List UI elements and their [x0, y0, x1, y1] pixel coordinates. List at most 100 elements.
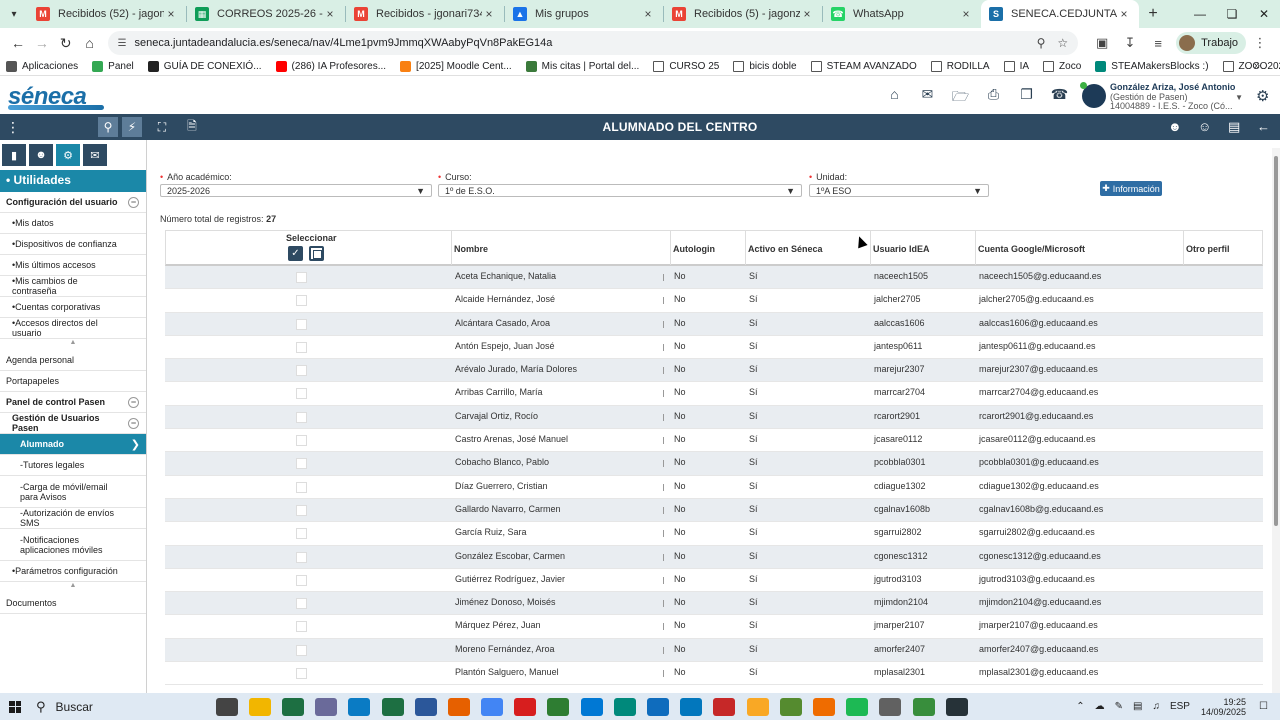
- app-gray-icon[interactable]: [879, 697, 902, 716]
- table-row[interactable]: Alcaide Hernández, José No Sí jalcher2705 ja…: [165, 289, 1263, 313]
- person-icon[interactable]: ☻: [29, 144, 53, 166]
- search-icon[interactable]: ⚲: [98, 117, 118, 137]
- table-row[interactable]: Gallardo Navarro, Carmen No Sí cgalnav1608b…: [165, 498, 1263, 523]
- course-select[interactable]: 1º de E.S.O. ▼: [438, 184, 802, 197]
- menu-dots-icon[interactable]: ⋮: [6, 119, 20, 135]
- word-icon[interactable]: [414, 697, 437, 716]
- app-green2-icon[interactable]: [912, 697, 935, 716]
- chrome-icon[interactable]: [481, 697, 504, 716]
- row-checkbox[interactable]: [296, 435, 307, 447]
- col-active[interactable]: Activo en Séneca: [748, 244, 823, 254]
- clock[interactable]: 19:25 14/09/2025: [1201, 697, 1246, 717]
- sidebar-item[interactable]: •Mis datos: [0, 213, 146, 234]
- home-shortcut-icon[interactable]: ⌂: [890, 86, 899, 102]
- close-tab-icon[interactable]: ×: [485, 7, 493, 21]
- app-red-icon[interactable]: [713, 697, 736, 716]
- app-cyan-icon[interactable]: [680, 697, 703, 716]
- select-all-checkbox[interactable]: [288, 246, 303, 261]
- close-tab-icon[interactable]: ×: [167, 7, 175, 21]
- collapse-icon[interactable]: −: [128, 196, 139, 208]
- copy-icon[interactable]: ❐: [1020, 86, 1033, 102]
- sidebar-item[interactable]: -Tutores legales: [0, 455, 146, 476]
- close-tab-icon[interactable]: ×: [803, 7, 811, 21]
- spotify-icon[interactable]: [846, 697, 869, 716]
- unit-select[interactable]: 1ºA ESO ▼: [809, 184, 989, 197]
- row-checkbox[interactable]: [296, 272, 307, 283]
- notes-icon[interactable]: [746, 697, 769, 716]
- bookmark-item[interactable]: [2025] Moodle Cent...: [400, 61, 512, 72]
- bookmark-item[interactable]: (286) IA Profesores...: [275, 61, 386, 72]
- task-view-icon[interactable]: [215, 697, 238, 716]
- bookmark-star-icon[interactable]: ☆: [1057, 36, 1069, 50]
- sidebar-item[interactable]: Agenda personal: [0, 349, 146, 371]
- chevron-up-icon[interactable]: ⌃: [1076, 701, 1085, 712]
- sidebar-item[interactable]: Alumnado ❯: [0, 434, 146, 455]
- app-blue-icon[interactable]: [580, 697, 603, 716]
- table-row[interactable]: Cobacho Blanco, Pablo No Sí pcobbla0301 pcob…: [165, 452, 1263, 476]
- sidebar-item[interactable]: •Parámetros configuración: [0, 561, 146, 582]
- sidebar-item[interactable]: Panel de control Pasen −: [0, 392, 146, 413]
- excel-icon[interactable]: [281, 697, 304, 716]
- row-checkbox[interactable]: [296, 644, 307, 656]
- reading-list-icon[interactable]: ≡: [1154, 35, 1162, 51]
- table-row[interactable]: Márquez Pérez, Juan No Sí jmarper2107 jmarpe…: [165, 615, 1263, 639]
- table-row[interactable]: Moreno Fernández, Aroa No Sí amorfer2407 amo…: [165, 638, 1263, 663]
- sidebar-item[interactable]: Gestión de Usuarios Pasen −: [0, 413, 146, 434]
- row-checkbox[interactable]: [296, 388, 307, 400]
- row-checkbox[interactable]: [296, 668, 307, 680]
- collapse-up-icon[interactable]: ▲: [69, 339, 77, 346]
- forward-icon[interactable]: →: [34, 35, 49, 51]
- row-checkbox[interactable]: [296, 458, 307, 470]
- cloud-icon[interactable]: ☁: [1094, 701, 1105, 712]
- row-checkbox[interactable]: [296, 295, 307, 307]
- file-explorer-icon[interactable]: [248, 697, 271, 716]
- document-icon[interactable]: 🗎: [187, 118, 197, 133]
- table-row[interactable]: Castro Arenas, José Manuel No Sí jcasare011…: [165, 429, 1263, 453]
- taskbar-search[interactable]: ⚲ Buscar: [30, 693, 210, 720]
- reload-icon[interactable]: ↻: [59, 34, 72, 51]
- gear-icon[interactable]: ⚙: [1256, 88, 1270, 105]
- site-info-icon[interactable]: ☰: [117, 37, 127, 49]
- table-row[interactable]: Gutiérrez Rodríguez, Javier No Sí jgutrod31…: [165, 569, 1263, 593]
- bookmark-item[interactable]: CURSO 25: [653, 61, 719, 72]
- row-checkbox[interactable]: [296, 481, 307, 493]
- media-icon[interactable]: [315, 697, 338, 716]
- bookmark-item[interactable]: RODILLA: [930, 61, 990, 72]
- row-checkbox[interactable]: [296, 551, 307, 563]
- row-checkbox[interactable]: [296, 365, 307, 377]
- extensions-icon[interactable]: ▣: [1095, 35, 1109, 50]
- excel-icon-2[interactable]: [381, 697, 404, 716]
- deselect-all-checkbox[interactable]: [309, 246, 324, 261]
- col-autologin[interactable]: Autologin: [673, 244, 715, 254]
- browser-menu-icon[interactable]: ⋮: [1253, 35, 1267, 50]
- notifications-icon[interactable]: ☐: [1259, 701, 1268, 712]
- browser-tab[interactable]: ☎ WhatsApp ×: [823, 0, 981, 28]
- app-lime-icon[interactable]: [779, 697, 802, 716]
- bookmarks-more-icon[interactable]: »: [1253, 60, 1260, 72]
- sidebar-item[interactable]: •Mis cambios de contraseña: [0, 276, 146, 297]
- back-arrow-icon[interactable]: ←: [1257, 119, 1270, 134]
- sidebar-item[interactable]: Documentos: [0, 592, 146, 614]
- row-checkbox[interactable]: [296, 621, 307, 633]
- table-row[interactable]: Arévalo Jurado, María Dolores No Sí marejur…: [165, 359, 1263, 383]
- browser-tab[interactable]: M Recibidos (52) - jagonzalez@ie×: [28, 0, 186, 28]
- book-icon[interactable]: ▮: [2, 144, 26, 166]
- table-row[interactable]: González Escobar, Carmen No Sí cgonesc1312 c…: [165, 545, 1263, 569]
- bookmark-item[interactable]: Aplicaciones: [6, 61, 78, 72]
- table-row[interactable]: Antón Espejo, Juan José No Sí jantesp0611 ja…: [165, 336, 1263, 360]
- col-other[interactable]: Otro perfil: [1186, 244, 1230, 254]
- language-indicator[interactable]: ESP: [1169, 701, 1190, 712]
- page-scrollbar[interactable]: [1272, 148, 1280, 693]
- lightning-icon[interactable]: ⚡: [122, 117, 142, 137]
- table-row[interactable]: Díaz Guerrero, Cristian No Sí cdiague1302 cd…: [165, 476, 1263, 499]
- scrollbar-thumb[interactable]: [1274, 156, 1278, 526]
- browser-tab[interactable]: S SENECA.CEDJUNTA DE ANDA×: [981, 0, 1139, 28]
- bookmark-item[interactable]: GUÍA DE CONEXIÓ...: [147, 61, 262, 72]
- row-checkbox[interactable]: [296, 504, 307, 516]
- back-icon[interactable]: ←: [10, 35, 25, 51]
- collapse-up-icon[interactable]: ▲: [69, 582, 77, 589]
- col-account[interactable]: Cuenta Google/Microsoft: [978, 244, 1086, 254]
- folder-icon[interactable]: 🗁: [951, 88, 970, 104]
- sidebar-item[interactable]: Portapapeles: [0, 371, 146, 392]
- bookmark-item[interactable]: STEAMakersBlocks :): [1095, 61, 1209, 72]
